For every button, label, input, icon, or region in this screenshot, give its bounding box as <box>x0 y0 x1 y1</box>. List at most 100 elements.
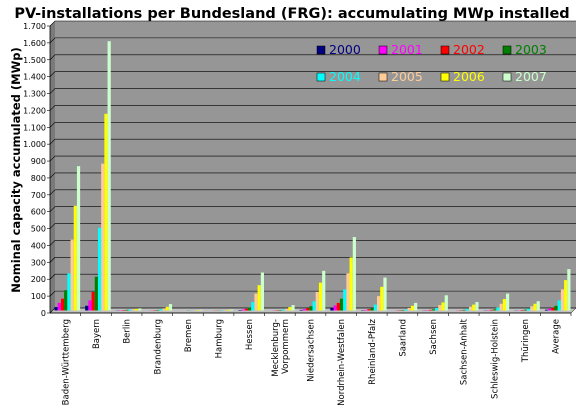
bar-group <box>299 270 326 311</box>
x-tick-label: Bremen <box>184 319 194 352</box>
bar <box>502 299 506 311</box>
bar-group <box>272 305 295 311</box>
bar <box>196 309 200 311</box>
legend-item: 2006 <box>440 69 485 84</box>
x-tick-label: Rheinland-Pfalz <box>368 318 378 384</box>
bar-group <box>360 277 387 311</box>
legend-swatch <box>316 45 326 55</box>
bar-group <box>422 295 448 311</box>
bar <box>299 309 303 311</box>
bar <box>475 302 479 311</box>
bar <box>560 289 565 311</box>
legend-item: 2001 <box>378 42 423 57</box>
legend-swatch <box>316 72 326 82</box>
bar-group <box>54 166 81 311</box>
bar <box>444 295 448 311</box>
bar <box>401 309 405 311</box>
bar <box>343 289 347 311</box>
gridline <box>49 54 576 60</box>
bar <box>431 309 436 311</box>
legend-item: 2007 <box>502 69 547 84</box>
gridline <box>49 290 576 297</box>
bar <box>465 308 469 311</box>
bar-group <box>483 293 510 311</box>
bar <box>352 237 356 311</box>
bar <box>383 277 387 311</box>
legend-item: 2005 <box>378 69 423 84</box>
bar <box>199 309 203 311</box>
legend-label: 2006 <box>453 69 485 84</box>
bar <box>346 273 350 311</box>
bar <box>248 307 252 311</box>
bar-group <box>214 309 234 311</box>
bar <box>125 309 129 311</box>
y-axis-label: Nominal capacity accumulated (MWp) <box>9 47 23 293</box>
bar <box>499 303 503 311</box>
bar <box>462 309 466 311</box>
bar <box>162 308 166 311</box>
bar <box>241 309 245 311</box>
gridline <box>49 20 576 27</box>
y-tick-label: 1.700 <box>23 22 46 31</box>
y-tick-label: 1.100 <box>23 123 46 132</box>
bar <box>101 163 105 311</box>
bar <box>309 306 313 311</box>
legend-label: 2003 <box>515 42 547 57</box>
gridline <box>49 121 576 128</box>
x-tick-label: Brandenburg <box>153 319 163 374</box>
gridline <box>49 138 576 145</box>
y-tick-label: 200 <box>31 275 46 284</box>
bar <box>548 308 552 311</box>
bar <box>306 308 310 311</box>
y-tick-label: 0 <box>41 309 46 318</box>
bar-group <box>149 304 173 311</box>
bar <box>489 309 494 311</box>
x-tick-label: Schleswig-Holstein <box>490 319 500 399</box>
x-tick-label: Sachsen-Anhalt <box>460 318 470 385</box>
x-tick-label: Mecklenburg- <box>271 319 281 377</box>
bar <box>226 309 231 311</box>
bar <box>57 302 61 311</box>
legend-label: 2005 <box>391 69 423 84</box>
gridline <box>49 273 576 280</box>
y-tick-label: 1.300 <box>23 90 46 99</box>
bar <box>85 305 89 311</box>
plot-back-wall <box>55 21 576 308</box>
bar <box>244 308 249 311</box>
gridline <box>49 172 576 179</box>
bar <box>122 309 126 311</box>
legend-swatch <box>378 45 388 55</box>
bar <box>251 302 255 311</box>
x-tick-label: Sachsen <box>429 319 439 355</box>
legend-label: 2004 <box>329 69 361 84</box>
bar <box>404 309 408 311</box>
bar <box>333 305 337 311</box>
bar-group <box>186 309 203 311</box>
bar-group <box>394 302 418 311</box>
bar <box>278 309 282 311</box>
bar <box>88 300 92 311</box>
bar <box>544 309 549 311</box>
legend-swatch <box>440 45 450 55</box>
y-tick-label: 1.600 <box>23 39 46 48</box>
bar <box>168 304 173 311</box>
bar <box>138 308 142 311</box>
bar-group <box>514 301 540 311</box>
x-tick-label: Hessen <box>245 319 255 350</box>
y-tick-label: 1.400 <box>23 73 46 82</box>
bar <box>533 303 537 311</box>
bar-group <box>330 237 356 311</box>
legend-item: 2004 <box>316 69 361 84</box>
bar-group <box>85 41 111 311</box>
bar <box>336 302 340 311</box>
y-tick-label: 900 <box>31 157 46 166</box>
bar <box>54 307 58 311</box>
plot-side-wall <box>50 21 55 313</box>
bar <box>554 305 558 311</box>
x-tick-label: Hamburg <box>215 319 225 358</box>
x-tick-label: Saarland <box>398 319 408 357</box>
bar <box>496 307 500 311</box>
bar <box>131 309 136 311</box>
bar <box>128 309 132 311</box>
